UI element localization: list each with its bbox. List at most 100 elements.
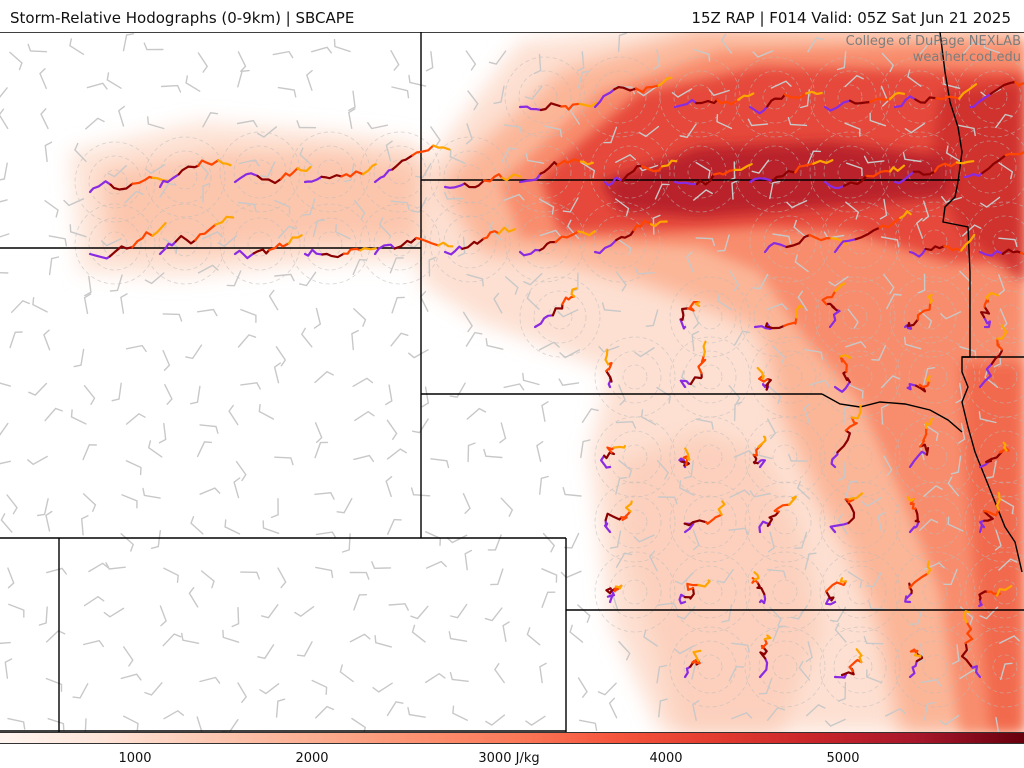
wind-barb [728, 665, 745, 682]
wind-barb [598, 345, 620, 353]
wind-barb [652, 214, 661, 235]
wind-barb [770, 80, 792, 89]
hodograph-segment [606, 587, 616, 604]
wind-barb [106, 72, 122, 89]
wind-barb [983, 39, 1001, 54]
wind-barb [334, 224, 351, 240]
hodograph-segment [833, 238, 857, 254]
hodograph-segment [443, 245, 464, 256]
hodograph-segment [830, 237, 848, 246]
wind-barb [449, 382, 466, 398]
credit-line-1: College of DuPage NEXLAB [845, 34, 1021, 49]
range-ring [777, 364, 803, 390]
wind-barb [367, 122, 388, 130]
wind-barb [503, 383, 525, 391]
wind-barb [425, 560, 447, 569]
wind-barb [430, 126, 441, 147]
hodograph [593, 219, 668, 255]
wind-barb [767, 569, 787, 579]
hodograph-segment [252, 248, 271, 255]
wind-barb [940, 311, 962, 320]
map-panel: College of DuPage NEXLAB weather.cod.edu [0, 32, 1024, 732]
wind-barb [683, 460, 694, 479]
wind-barb [428, 256, 437, 277]
hodograph-segment [109, 182, 134, 191]
hodograph-segment [855, 648, 863, 664]
hodograph [906, 495, 920, 534]
wind-barb [947, 516, 964, 532]
hodograph-segment [614, 584, 623, 590]
hodograph-segment [1004, 150, 1024, 157]
hodograph-segment [683, 665, 692, 679]
wind-barb [0, 641, 11, 645]
wind-barb [800, 89, 810, 109]
hodograph [904, 560, 932, 604]
hodograph-segment [678, 593, 687, 605]
hodograph-segment [757, 435, 767, 448]
wind-barb [844, 122, 861, 137]
hodograph-segment [640, 165, 664, 173]
range-ring [922, 654, 948, 680]
range-ring [504, 56, 586, 138]
wind-barb [196, 160, 210, 181]
wind-barb [769, 180, 781, 200]
wind-barb [847, 308, 859, 329]
hodograph-segment [830, 451, 839, 469]
credit-line-2: weather.cod.edu [912, 50, 1021, 65]
wind-barb [751, 159, 770, 174]
wind-barb [656, 664, 668, 684]
wind-barb [845, 340, 867, 348]
range-ring [828, 290, 882, 344]
wind-barb [147, 440, 163, 458]
wind-barb [615, 198, 630, 216]
range-ring [762, 84, 788, 110]
hodograph-segment [197, 159, 220, 167]
wind-barb [541, 568, 558, 583]
wind-barb [45, 510, 53, 532]
hodograph-segment [756, 459, 767, 469]
hodograph [443, 173, 522, 189]
wind-barb [525, 152, 545, 164]
wind-barb [354, 410, 375, 422]
range-ring [289, 203, 371, 285]
range-ring [983, 290, 1024, 344]
range-ring [968, 70, 1022, 124]
wind-barb [261, 604, 279, 619]
wind-barb [314, 422, 323, 444]
wind-barb [88, 562, 109, 573]
wind-barb [374, 635, 392, 648]
range-ring [749, 201, 831, 283]
hodograph-segment [906, 318, 920, 328]
wind-barb [501, 147, 517, 163]
hodograph-segment [538, 240, 557, 252]
hodograph-segment [850, 404, 862, 420]
hodograph [683, 649, 702, 679]
range-ring [763, 215, 817, 269]
range-ring [894, 201, 976, 283]
wind-barb [343, 163, 355, 183]
hodograph-segment [984, 450, 1004, 463]
wind-barb [558, 378, 580, 386]
hodograph [233, 165, 312, 185]
wind-barb [643, 629, 658, 647]
wind-barb [425, 672, 446, 684]
wind-barb [197, 52, 209, 73]
range-ring [744, 416, 826, 498]
wind-barb [385, 476, 393, 498]
map-title: Storm-Relative Hodographs (0-9km) | SBCA… [10, 9, 355, 27]
colorbar-tick-label: 2000 [295, 751, 329, 766]
wind-barb [834, 622, 847, 643]
hodograph-segment [88, 180, 112, 194]
wind-barb [296, 641, 313, 657]
wind-barb [541, 591, 556, 608]
wind-barb [674, 572, 694, 586]
wind-barb [720, 33, 733, 54]
hodograph-segment [908, 572, 929, 590]
wind-barb [808, 379, 830, 387]
range-ring [978, 430, 1024, 484]
hodograph-segment [131, 231, 154, 249]
wind-barb [122, 33, 135, 52]
wind-barb [275, 346, 287, 367]
cape-shading [70, 32, 1024, 732]
hodograph-segment [214, 215, 235, 226]
